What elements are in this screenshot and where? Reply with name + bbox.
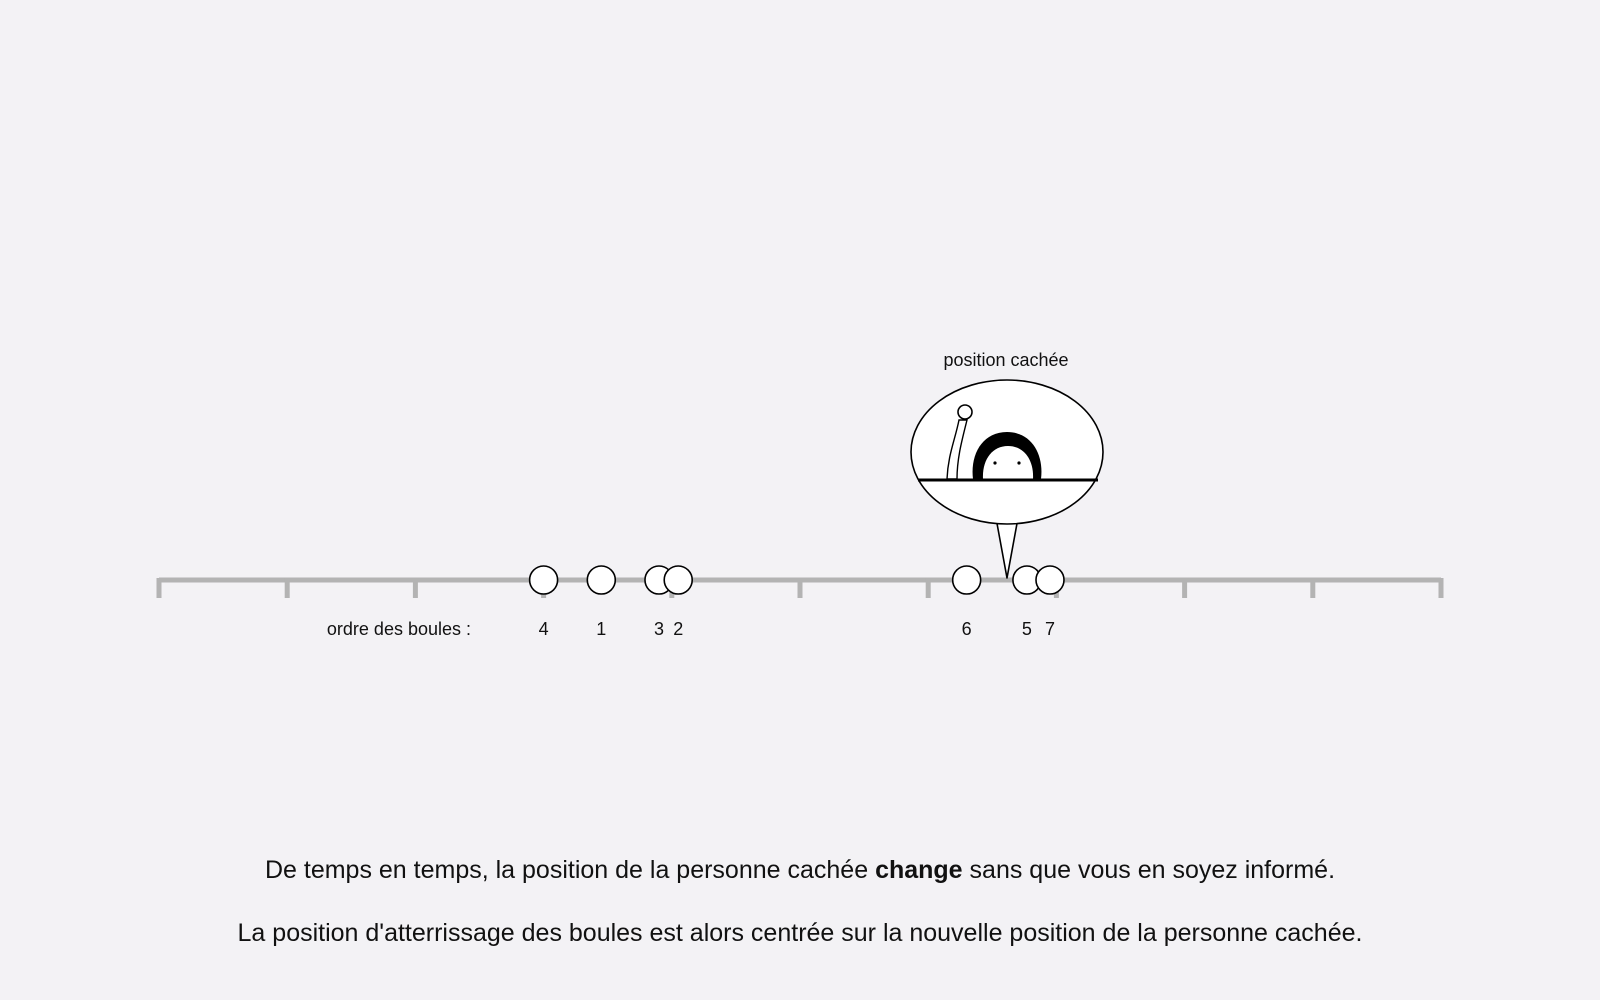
ball-1 bbox=[586, 565, 617, 595]
ball-order-label-6: 6 bbox=[962, 619, 972, 639]
instruction-line-1-start: De temps en temps, la position de la per… bbox=[264, 856, 876, 884]
order-label: ordre des boules : bbox=[327, 619, 471, 639]
instruction-line-2: La position d'atterrissage des boules es… bbox=[237, 919, 1363, 947]
ball-2 bbox=[663, 565, 694, 595]
ball-order-label-2: 2 bbox=[673, 619, 683, 639]
hidden-position-label: position cachée bbox=[943, 350, 1068, 370]
ball-order-label-4: 4 bbox=[539, 619, 549, 639]
ball-order-label-7: 7 bbox=[1045, 619, 1055, 639]
ball-order-label-5: 5 bbox=[1022, 619, 1032, 639]
ball-6 bbox=[951, 565, 982, 595]
hidden-person-icon bbox=[946, 404, 1042, 480]
instruction-line-1: De temps en temps, la position de la per… bbox=[0, 855, 1600, 885]
instruction-line-1-end: sans que vous en soyez informé. bbox=[962, 856, 1336, 884]
ball-7 bbox=[1035, 565, 1065, 595]
ball-order-label-1: 1 bbox=[596, 619, 606, 639]
hidden-position-bubble: position cachée bbox=[910, 350, 1104, 579]
bubble-tail bbox=[995, 517, 1019, 579]
ball-order-label-3: 3 bbox=[654, 619, 664, 639]
ball-4 bbox=[528, 565, 559, 595]
instruction-bold-word: change bbox=[875, 856, 963, 884]
